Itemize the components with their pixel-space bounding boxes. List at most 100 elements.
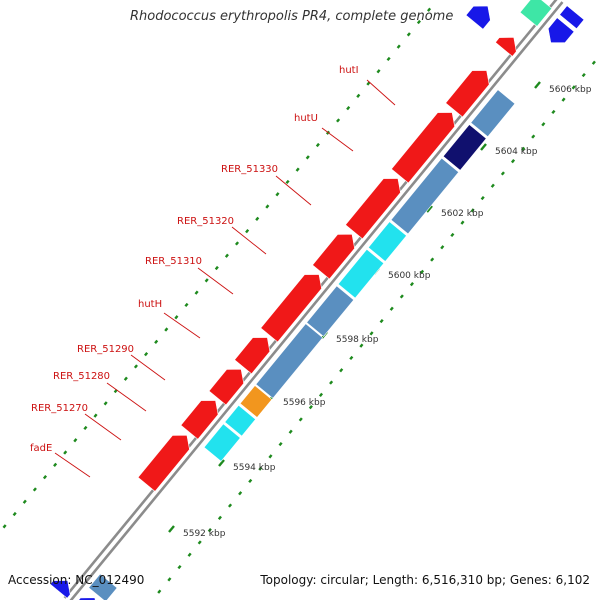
accession-text: Accession: NC_012490 xyxy=(8,573,145,587)
scale-tick xyxy=(427,7,432,12)
scale-tick xyxy=(396,44,401,49)
gene-label-leader xyxy=(163,312,201,339)
outer-tick xyxy=(591,60,596,65)
scale-tick xyxy=(194,290,199,295)
scale-label: 5594 kbp xyxy=(233,463,276,473)
gene-block-inner xyxy=(312,233,355,280)
outer-tick xyxy=(440,245,445,250)
scale-tick xyxy=(305,155,310,160)
scale-tick xyxy=(234,241,240,246)
gene-label-leader xyxy=(231,226,267,255)
scale-tick xyxy=(154,339,159,344)
scale-label: 5592 kbp xyxy=(183,529,226,539)
outer-tick xyxy=(258,466,263,471)
outer-tick xyxy=(470,208,475,213)
scale-tick xyxy=(336,118,341,123)
gene-label: RER_51280 xyxy=(53,371,110,382)
gene-label: RER_51310 xyxy=(145,256,202,267)
outer-tick xyxy=(460,220,465,225)
gene-block-outer xyxy=(470,89,516,138)
outer-tick xyxy=(157,589,162,594)
scale-tick xyxy=(285,179,290,185)
outer-tick xyxy=(581,72,586,78)
backbone-line xyxy=(69,1,564,600)
scale-tick xyxy=(416,19,421,25)
gene-label-leader xyxy=(275,175,312,206)
outer-tick xyxy=(197,540,202,545)
outer-tick xyxy=(298,417,303,422)
outer-tick xyxy=(420,269,425,274)
outer-tick xyxy=(339,368,344,373)
scale-tick xyxy=(53,462,58,467)
outer-tick xyxy=(369,331,374,336)
outer-tick xyxy=(248,478,253,484)
gene-label: hutI xyxy=(339,65,359,76)
scale-major-tick xyxy=(480,143,487,151)
outer-tick xyxy=(399,294,404,299)
gene-label: hutH xyxy=(138,299,162,310)
outer-tick xyxy=(551,109,556,115)
scale-major-tick xyxy=(168,525,175,533)
map-title: Rhodococcus erythropolis PR4, complete g… xyxy=(130,9,454,24)
gene-block-outer xyxy=(224,404,257,437)
scale-tick xyxy=(376,69,381,74)
scale-tick xyxy=(12,511,17,517)
scale-tick xyxy=(73,438,78,443)
outer-tick xyxy=(329,380,334,385)
gene-block-outer xyxy=(88,573,118,600)
scale-label: 5602 kbp xyxy=(441,209,484,219)
scale-tick xyxy=(406,32,411,37)
gene-block-outer xyxy=(442,124,487,171)
genome-summary-text: Topology: circular; Length: 6,516,310 bp… xyxy=(260,573,590,587)
scale-tick xyxy=(83,425,88,431)
scale-label: 5596 kbp xyxy=(283,398,326,408)
gene-block-outer xyxy=(337,248,385,299)
gene-block-inner xyxy=(465,5,491,30)
gene-block-inner xyxy=(260,274,322,343)
outer-tick xyxy=(389,306,394,311)
gene-label: RER_51320 xyxy=(177,216,234,227)
outer-tick xyxy=(490,183,495,188)
outer-tick xyxy=(480,195,485,201)
scale-tick xyxy=(22,499,27,504)
gene-block-inner xyxy=(345,178,401,240)
outer-tick xyxy=(308,405,313,410)
gene-block-outer xyxy=(547,17,575,44)
gene-label-leader xyxy=(321,127,354,152)
outer-tick xyxy=(561,97,566,102)
outer-tick xyxy=(571,85,576,90)
gene-label-leader xyxy=(366,79,396,106)
scale-tick xyxy=(93,413,98,418)
scale-label: 5598 kbp xyxy=(336,335,379,345)
gene-label: RER_51330 xyxy=(221,164,278,175)
scale-tick xyxy=(245,229,250,234)
scale-tick xyxy=(63,450,68,455)
outer-tick xyxy=(227,503,233,508)
gene-label-leader xyxy=(54,452,91,478)
gene-label-leader xyxy=(106,382,147,412)
scale-tick xyxy=(315,142,320,148)
scale-tick xyxy=(174,315,179,320)
scale-tick xyxy=(103,401,108,406)
gene-block-outer xyxy=(78,597,96,600)
gene-block-inner xyxy=(445,70,490,118)
gene-label: fadE xyxy=(30,443,52,454)
scale-label: 5606 kbp xyxy=(549,85,592,95)
gene-block-inner xyxy=(137,434,190,492)
gene-label-leader xyxy=(130,354,166,381)
scale-tick xyxy=(295,167,300,172)
gene-block-outer xyxy=(203,423,241,462)
gene-block-inner xyxy=(180,400,219,440)
outer-tick xyxy=(430,257,435,262)
outer-tick xyxy=(450,232,455,238)
scale-tick xyxy=(366,81,371,86)
scale-tick xyxy=(356,93,361,98)
outer-tick xyxy=(207,528,212,533)
scale-major-tick xyxy=(426,205,433,213)
outer-tick xyxy=(349,355,354,361)
scale-label: 5604 kbp xyxy=(495,147,538,157)
gene-block-inner xyxy=(390,112,456,184)
scale-tick xyxy=(265,204,270,209)
